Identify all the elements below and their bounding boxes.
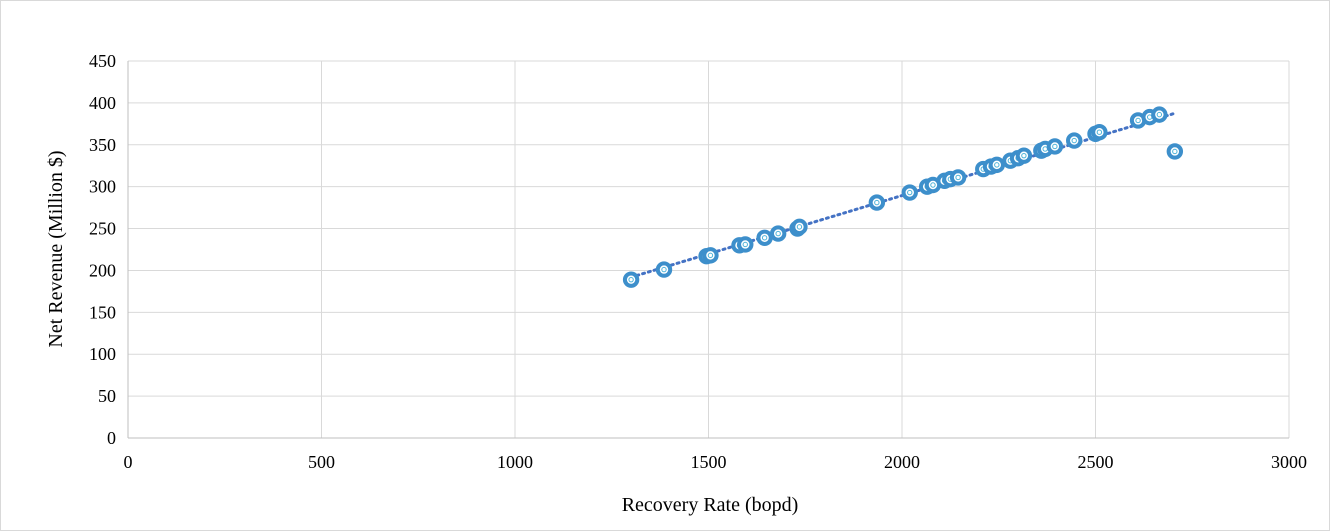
data-point-center (955, 174, 961, 181)
data-point-center (1052, 143, 1058, 150)
data-point (868, 194, 886, 211)
y-tick-label: 100 (89, 344, 116, 364)
x-tick-label: 3000 (1271, 452, 1307, 472)
x-tick-label: 500 (308, 452, 335, 472)
data-point (901, 184, 918, 201)
x-tick-label: 0 (124, 452, 133, 472)
data-point (1129, 112, 1147, 129)
data-point-center (775, 230, 781, 237)
y-axis-title: Net Revenue (Million $) (45, 150, 67, 347)
data-point (924, 176, 942, 194)
data-point-center (761, 235, 768, 241)
data-point-center (1135, 117, 1141, 124)
data-point-center (1021, 152, 1027, 159)
data-point (622, 271, 640, 288)
axes (127, 61, 1289, 439)
data-point (791, 218, 808, 236)
gridlines (128, 60, 1290, 438)
data-point-center (930, 182, 936, 188)
x-tick-label: 2000 (884, 452, 920, 472)
data-point (1166, 143, 1184, 160)
data-point-center (796, 224, 803, 230)
data-point (1066, 132, 1083, 149)
y-tick-label: 350 (89, 135, 116, 155)
x-tick-labels: 0 500 1000 1500 2000 2500 3000 (124, 452, 1308, 472)
data-point (756, 229, 773, 246)
data-point (769, 225, 787, 242)
data-point-center (707, 252, 714, 259)
data-point-center (1172, 148, 1178, 155)
data-point (949, 169, 967, 186)
y-tick-label: 250 (89, 219, 116, 239)
trendline (629, 112, 1175, 279)
y-tick-labels: 0 50 100 150 200 250 300 350 400 450 (89, 51, 116, 448)
x-axis-title: Recovery Rate (bopd) (622, 494, 799, 516)
y-tick-label: 200 (89, 260, 116, 280)
trendline-group (629, 112, 1175, 279)
y-tick-label: 400 (89, 93, 116, 113)
data-point (1151, 106, 1168, 123)
data-point (1015, 147, 1033, 164)
data-point (655, 261, 673, 278)
y-tick-label: 50 (98, 386, 116, 406)
data-point-center (661, 266, 667, 273)
data-point (1046, 138, 1064, 155)
data-point-center (1156, 111, 1163, 118)
y-tick-label: 150 (89, 302, 116, 322)
data-point-center (628, 276, 634, 283)
data-points (622, 106, 1184, 288)
x-tick-label: 1500 (691, 452, 727, 472)
data-point-center (1096, 129, 1103, 135)
data-point (988, 156, 1006, 174)
y-tick-label: 0 (107, 428, 116, 448)
data-point-center (742, 241, 748, 248)
data-point (737, 236, 754, 253)
x-tick-label: 1000 (497, 452, 533, 472)
data-point (702, 247, 719, 264)
data-point-center (907, 189, 913, 196)
data-point-center (994, 162, 1000, 168)
y-tick-label: 450 (89, 51, 116, 71)
x-tick-label: 2500 (1078, 452, 1114, 472)
data-point-center (1071, 137, 1077, 144)
data-point-center (874, 199, 880, 206)
data-point (1091, 124, 1108, 141)
y-tick-label: 300 (89, 177, 116, 197)
